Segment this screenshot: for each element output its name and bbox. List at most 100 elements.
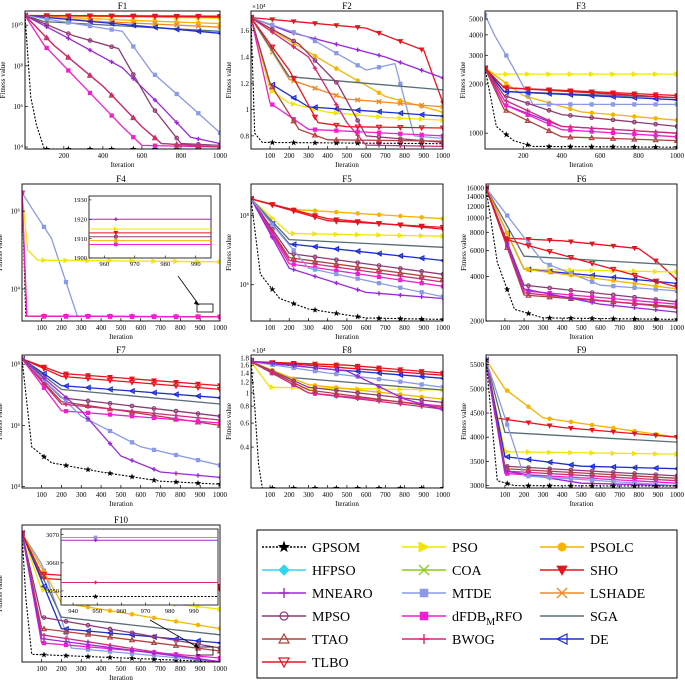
series-dfdbmrfo	[22, 358, 220, 424]
marker-gpsom	[567, 482, 575, 488]
series-sga	[22, 358, 220, 405]
y-axis-label: Fitness value	[460, 403, 468, 440]
inset-marker	[114, 217, 118, 222]
x-tick-label: 700	[614, 491, 625, 499]
y-axis-label: Fitness value	[0, 575, 4, 612]
marker-mtde	[589, 478, 595, 483]
series-tlbo	[486, 187, 677, 288]
marker-ttao	[545, 127, 553, 134]
marker-psolc	[504, 230, 510, 236]
x-axis-label: Iteration	[335, 161, 359, 169]
x-axis-label: Iteration	[109, 500, 133, 508]
marker-mtde	[312, 38, 318, 44]
series-dfdbmrfo	[486, 187, 677, 305]
marker-psolc	[632, 281, 637, 286]
series-bwog	[22, 358, 220, 421]
marker-mnearo	[355, 374, 360, 379]
x-tick-label: 800	[634, 324, 645, 332]
marker-lshade	[173, 22, 180, 28]
marker-mtde	[151, 447, 157, 453]
marker-gpsom	[673, 143, 677, 149]
marker-dfdbmrfo	[152, 143, 158, 148]
marker-pso	[631, 450, 638, 457]
marker-mnearo	[173, 653, 179, 659]
marker-bwog	[129, 408, 135, 414]
marker-dfdbmrfo	[109, 113, 114, 118]
x-tick-label: 400	[96, 324, 107, 332]
marker-de	[84, 384, 91, 391]
marker-tlbo	[375, 124, 383, 131]
marker-ttao	[524, 117, 531, 123]
marker-gpsom	[106, 654, 114, 661]
marker-ttao	[354, 136, 361, 143]
marker-tlbo	[216, 387, 220, 393]
marker-bwog	[334, 264, 339, 270]
marker-dfdbmrfo	[376, 130, 382, 135]
inset-x-tick-label: 960	[117, 608, 127, 615]
y-tick-label: 10000	[467, 214, 485, 222]
marker-tlbo	[62, 374, 70, 381]
marker-bwog	[151, 411, 157, 416]
marker-ttao	[567, 133, 574, 140]
legend-label: BWOG	[452, 633, 495, 648]
legend-marker	[279, 588, 289, 598]
marker-gpsom	[62, 462, 70, 469]
marker-dfdbmrfo	[504, 103, 509, 108]
legend-item: GPSOM	[262, 540, 361, 556]
marker-psolc	[376, 212, 382, 218]
y-tick-label: 5000	[470, 385, 485, 393]
marker-dfdbmrfo	[63, 409, 69, 414]
marker-pso	[41, 257, 48, 264]
x-tick-label: 200	[284, 152, 295, 160]
marker-mtde	[547, 475, 552, 480]
marker-bwog	[419, 276, 424, 282]
marker-tlbo	[106, 378, 114, 384]
marker-bwog	[376, 270, 382, 276]
series-gpsom	[22, 533, 220, 662]
marker-de	[108, 20, 115, 27]
marker-mnearo	[632, 305, 637, 310]
legend-item: TLBO	[262, 656, 349, 671]
series-mtde	[22, 358, 220, 466]
marker-psolc	[589, 422, 595, 428]
marker-pso	[610, 450, 617, 457]
marker-mnearo	[66, 36, 71, 41]
marker-sho	[151, 378, 157, 384]
x-tick-label: 500	[576, 491, 587, 499]
marker-ttao	[673, 474, 677, 481]
marker-lshade	[195, 23, 202, 29]
marker-dfdbmrfo	[398, 277, 403, 283]
marker-bwog	[674, 130, 677, 136]
marker-dfdbmrfo	[129, 314, 135, 319]
marker-pso	[547, 449, 553, 456]
marker-gpsom	[610, 315, 617, 321]
marker-mnearo	[41, 375, 47, 381]
series-ttao	[251, 198, 443, 280]
marker-pso	[503, 71, 510, 77]
legend-item: PSO	[402, 541, 478, 556]
marker-mtde	[107, 428, 113, 434]
marker-sho	[546, 423, 553, 429]
zoom-arrow	[177, 275, 200, 306]
marker-tlbo	[609, 91, 617, 98]
marker-tlbo	[172, 383, 180, 390]
y-tick-label: 10⁶	[14, 103, 24, 111]
inset-y-tick-label: 1920	[74, 216, 87, 223]
legend-marker	[279, 611, 289, 621]
panel-f9: F9 100 200 300 400 500 600 700 800 900 1000 3000 350…	[460, 345, 685, 508]
marker-tlbo	[311, 114, 319, 121]
panel-title: F5	[342, 174, 352, 184]
inset-marker	[113, 230, 119, 236]
x-tick-label: 200	[519, 491, 530, 499]
marker-sho	[525, 420, 532, 426]
x-tick-label: 300	[303, 152, 314, 160]
marker-pso	[312, 231, 319, 237]
marker-mnearo	[85, 642, 91, 647]
inset-zoom: 960 970 980 990 1900 1910 1920 1930	[74, 195, 214, 313]
marker-dfdbmrfo	[107, 412, 113, 417]
y-tick-label: 3000	[469, 52, 484, 60]
marker-gpsom	[333, 484, 340, 488]
marker-gpsom	[128, 654, 136, 662]
panel-title: F1	[118, 1, 128, 11]
x-tick-label: 600	[361, 324, 372, 332]
